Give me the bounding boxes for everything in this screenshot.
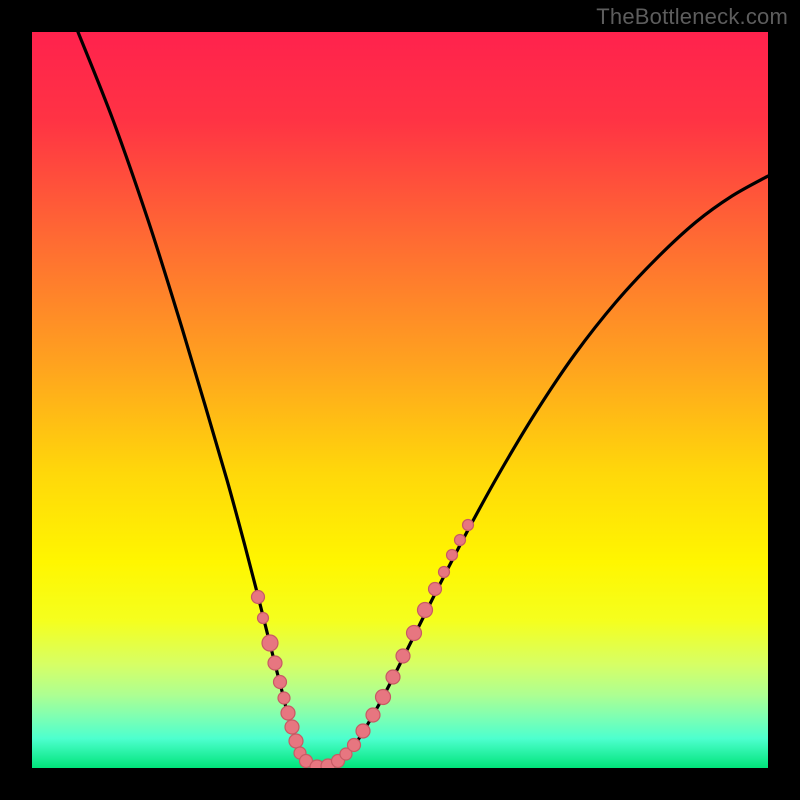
marker-left: [274, 676, 287, 689]
marker-left: [258, 613, 269, 624]
marker-right: [429, 583, 442, 596]
marker-left: [262, 635, 278, 651]
marker-right: [447, 550, 458, 561]
marker-right: [386, 670, 400, 684]
marker-right: [463, 520, 474, 531]
marker-left: [252, 591, 265, 604]
marker-left: [278, 692, 290, 704]
marker-right: [348, 739, 361, 752]
marker-right: [439, 567, 450, 578]
watermark-text: TheBottleneck.com: [596, 4, 788, 30]
marker-right: [376, 690, 391, 705]
marker-right: [455, 535, 466, 546]
marker-right: [356, 724, 370, 738]
marker-right: [366, 708, 380, 722]
marker-left: [285, 720, 299, 734]
marker-right: [396, 649, 410, 663]
chart-frame: TheBottleneck.com: [0, 0, 800, 800]
bottleneck-plot: [0, 0, 800, 800]
marker-left: [289, 734, 303, 748]
marker-right: [407, 626, 422, 641]
marker-right: [418, 603, 433, 618]
marker-left: [281, 706, 295, 720]
marker-left: [268, 656, 282, 670]
